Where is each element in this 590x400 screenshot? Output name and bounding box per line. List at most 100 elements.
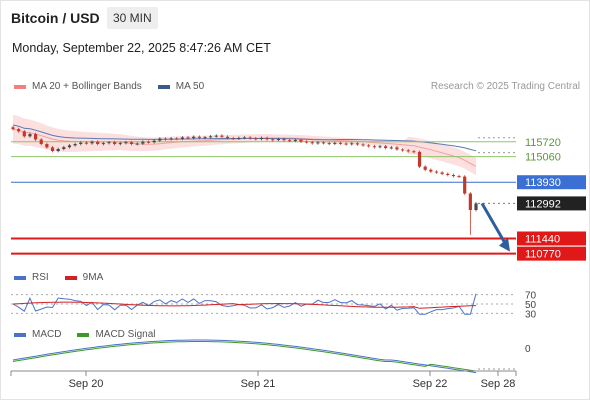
legend-rsi-ma-label: 9MA (82, 272, 104, 283)
candle-body (39, 139, 43, 145)
candle-body (299, 139, 303, 142)
candle-body (169, 138, 173, 140)
bollinger-band (13, 114, 476, 175)
rsi-ma-line (12, 301, 477, 309)
candle-body (96, 141, 100, 145)
level-label-115060: 115060 (525, 152, 561, 164)
candle-body (56, 148, 60, 152)
projection-arrowhead (499, 237, 510, 252)
candle-body (423, 166, 427, 170)
candle-body (67, 145, 72, 148)
candle-body (406, 150, 410, 152)
candle-body (333, 142, 337, 144)
candle-body (254, 138, 258, 140)
candle-body (192, 136, 196, 139)
macd-level-label-0: 0 (525, 344, 531, 355)
timeframe-badge[interactable]: 30 MIN (107, 7, 158, 29)
legend-rsi-label: RSI (32, 272, 49, 283)
candle-body (158, 138, 162, 141)
candle-body (338, 142, 343, 144)
rsi-level-label-70: 70 (525, 291, 537, 302)
candle-body (101, 143, 105, 145)
level-label-111440: 111440 (525, 233, 560, 245)
candle-body (107, 142, 111, 144)
candle-body (321, 142, 326, 144)
macd-swatch (14, 332, 26, 337)
candle-body (231, 138, 235, 140)
candle-body (186, 137, 190, 139)
candle-body (73, 144, 77, 146)
candle-body (28, 134, 32, 137)
candle-body (84, 142, 89, 144)
candle-body (344, 143, 348, 145)
level-tag-112992 (517, 196, 586, 211)
candle-body (378, 146, 382, 148)
level-label-113930: 113930 (525, 177, 561, 189)
candle-body (355, 143, 360, 145)
candle-body (163, 138, 168, 140)
legend-ma50-label: MA 50 (175, 81, 205, 92)
candle-body (209, 136, 213, 138)
rsi-legend: RSI 9MA (14, 272, 119, 283)
x-tick-label: Sep 22 (413, 378, 448, 390)
candle-body (305, 141, 309, 143)
level-label-110770: 110770 (525, 249, 561, 261)
x-tick-label: Sep 20 (69, 378, 104, 390)
rsi-line (12, 293, 477, 315)
rsi-level-label-50: 50 (525, 300, 537, 311)
candle-body (90, 141, 94, 144)
candle-body (237, 137, 241, 139)
candle-body (451, 174, 456, 177)
legend-ma20-label: MA 20 + Bollinger Bands (32, 81, 142, 92)
candle-body (180, 137, 184, 139)
candle-body (293, 139, 297, 141)
candle-body (113, 142, 117, 145)
candle-body (220, 135, 224, 137)
level-tag-113930 (517, 175, 586, 190)
candle-body (214, 135, 218, 137)
candle-body (282, 139, 286, 141)
macd-legend: MACD MACD Signal (14, 329, 171, 340)
candle-body (33, 134, 38, 140)
candle-body (327, 143, 331, 145)
level-tag-111440 (517, 231, 586, 246)
candle-body (389, 147, 393, 149)
candle-body (79, 142, 83, 145)
macd-signal-line (12, 341, 477, 372)
main-legend: MA 20 + Bollinger Bands MA 50 (14, 81, 220, 92)
timestamp: Monday, September 22, 2025 8:47:26 AM CE… (12, 41, 271, 55)
candle-body (175, 138, 179, 140)
instrument-title: Bitcoin / USD (11, 10, 100, 26)
rsi-ma-swatch (64, 275, 77, 280)
candle-body (412, 151, 416, 153)
x-tick-label: Sep 28 (481, 378, 516, 390)
candle-body (248, 137, 252, 139)
candle-body (141, 141, 145, 144)
candle-body (50, 147, 55, 152)
candle-body (129, 142, 134, 145)
candle-body (135, 143, 139, 145)
candle-body (288, 140, 292, 142)
candle-body (372, 146, 376, 148)
candle-body (118, 143, 122, 145)
candle-body (271, 139, 275, 141)
candle-body (350, 143, 354, 145)
candle-body (124, 142, 128, 144)
macd-signal-swatch (77, 332, 90, 337)
level-label-115720: 115720 (525, 137, 561, 149)
candle-body (384, 146, 388, 149)
candle-body (395, 147, 399, 150)
candle-body (45, 144, 49, 148)
candle-body (468, 193, 472, 211)
rsi-level-label-30: 30 (525, 309, 537, 320)
candle-body (446, 173, 450, 175)
candle-body (225, 136, 230, 139)
candle-body (457, 176, 461, 178)
level-tag-110770 (517, 246, 586, 261)
ma50-swatch (157, 84, 170, 89)
candle-body (367, 145, 371, 147)
candle-body (62, 147, 66, 149)
candle-body (417, 151, 422, 167)
candle-body (11, 127, 15, 130)
